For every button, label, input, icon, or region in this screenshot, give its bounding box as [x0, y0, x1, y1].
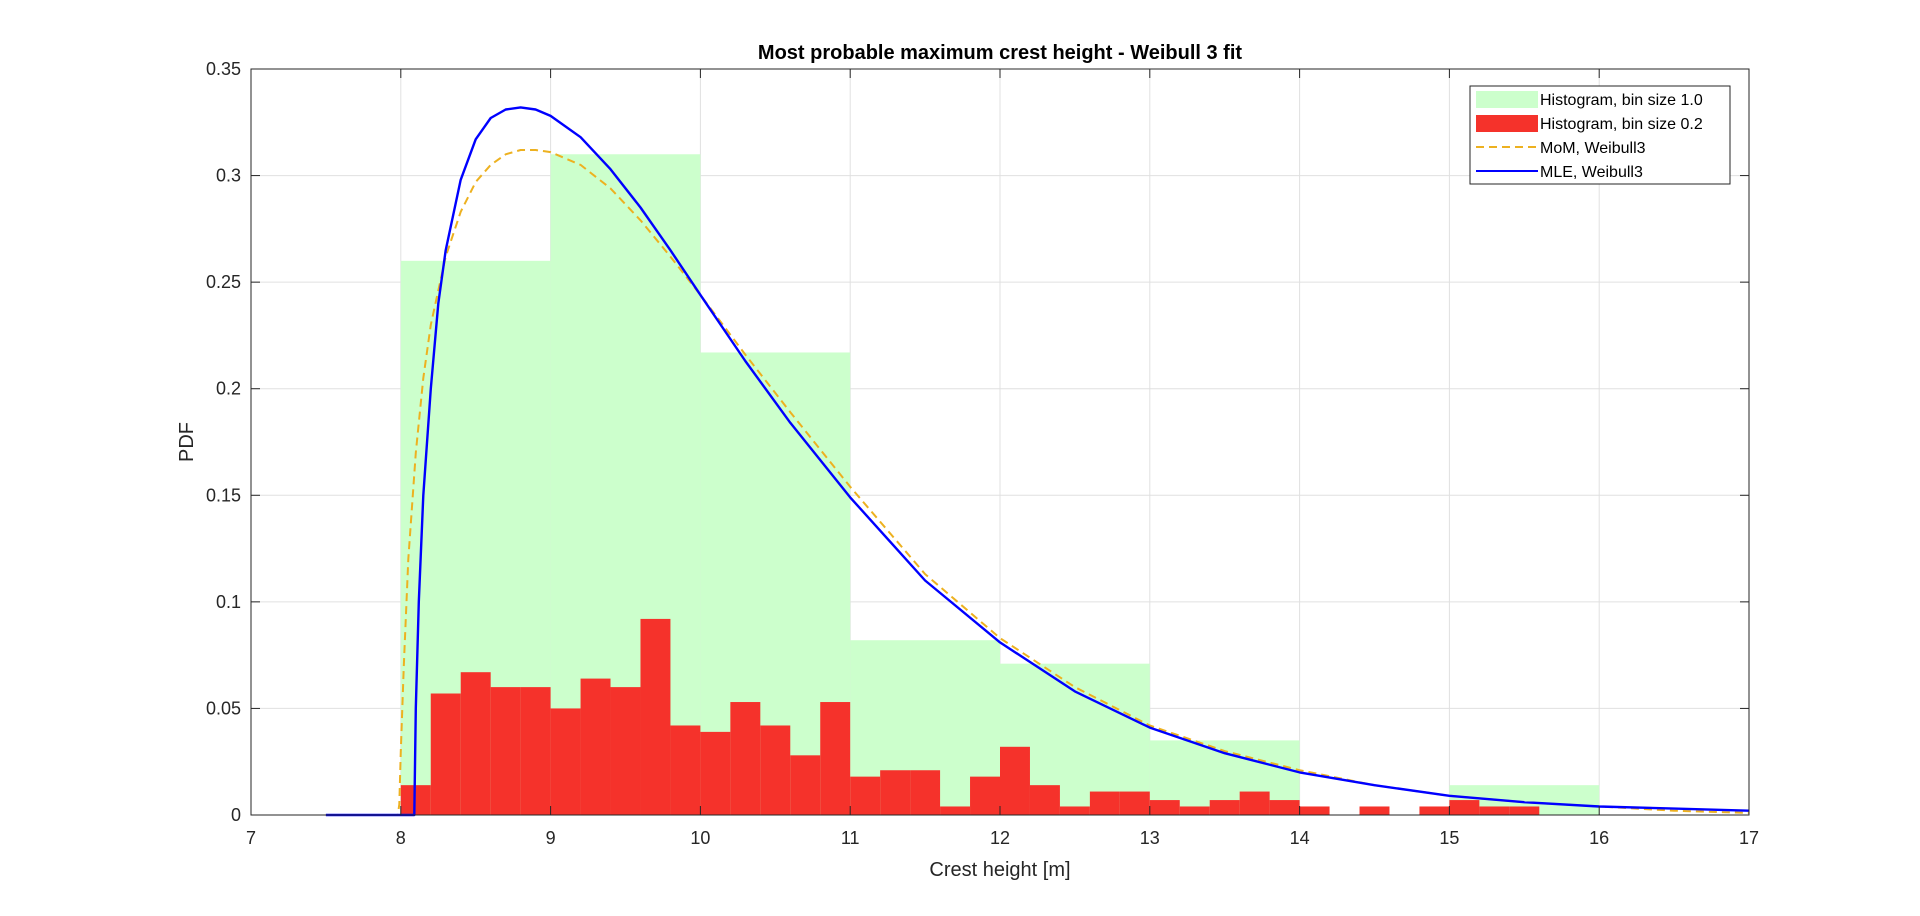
hist2-bar [670, 725, 701, 815]
y-axis-label: PDF [176, 422, 198, 462]
legend-label: MLE, Weibull3 [1540, 164, 1643, 181]
y-tick-label: 0 [231, 805, 241, 825]
legend: Histogram, bin size 1.0 Histogram, bin si… [1469, 85, 1731, 185]
y-tick-label: 0.3 [216, 166, 241, 186]
y-tick-label: 0.15 [206, 485, 241, 505]
hist2-bar [1059, 806, 1090, 815]
y-tick-label: 0.35 [206, 59, 241, 79]
mom-weibull3-line [325, 149, 1750, 816]
x-tick-label: 9 [546, 828, 556, 848]
x-tick-label: 8 [396, 828, 406, 848]
hist2-bar [550, 708, 581, 815]
hist2-bar [610, 687, 641, 815]
legend-swatch [1476, 91, 1538, 108]
y-tick-label: 0.2 [216, 379, 241, 399]
y-tick-label: 0.1 [216, 592, 241, 612]
mle-weibull3-line [325, 106, 1750, 817]
hist2-bar [880, 770, 911, 815]
hist2-bar [520, 687, 551, 815]
x-tick-label: 15 [1439, 828, 1459, 848]
hist2-bar [970, 776, 1000, 815]
histogram-bin-0-2 [400, 618, 1540, 815]
hist2-bar [1299, 806, 1330, 815]
hist2-bar [1419, 806, 1450, 815]
hist2-bar [940, 806, 971, 815]
hist2-bar [580, 678, 611, 815]
chart-title: Most probable maximum crest height - Wei… [758, 42, 1242, 64]
hist2-bar [1029, 785, 1060, 815]
legend-label: Histogram, bin size 0.2 [1540, 116, 1703, 133]
hist2-bar [1449, 800, 1480, 815]
hist2-bar [1119, 791, 1150, 815]
hist2-bar [850, 776, 881, 815]
y-tick-label: 0.05 [206, 698, 241, 718]
hist2-bar [1209, 800, 1240, 815]
hist2-bar [1239, 791, 1270, 815]
x-tick-label: 17 [1739, 828, 1759, 848]
hist2-bar [1179, 806, 1210, 815]
hist2-bar [790, 755, 821, 815]
fit-curves [325, 106, 1750, 817]
hist2-bar [730, 702, 761, 815]
hist2-bar [640, 618, 671, 815]
y-tick-label: 0.25 [206, 272, 241, 292]
legend-label: MoM, Weibull3 [1540, 140, 1646, 157]
hist2-bar [760, 725, 791, 815]
x-axis-label: Crest height [m] [929, 859, 1070, 881]
tick-labels: 7 8 9 10 11 12 13 14 15 16 17 0 0.05 0.1 0.15 0.2 0.25 0.… [206, 59, 1759, 848]
x-tick-label: 7 [246, 828, 256, 848]
hist2-bar [1149, 800, 1180, 815]
hist2-bar [910, 770, 941, 815]
hist2-bar [460, 672, 491, 815]
x-tick-label: 10 [690, 828, 710, 848]
hist2-bar [1479, 806, 1510, 815]
hist2-bar [1269, 800, 1300, 815]
x-tick-label: 16 [1589, 828, 1609, 848]
x-tick-label: 12 [990, 828, 1010, 848]
hist2-bar [1509, 806, 1540, 815]
legend-label: Histogram, bin size 1.0 [1540, 92, 1703, 109]
hist2-bar [1359, 806, 1390, 815]
x-tick-label: 11 [841, 828, 860, 848]
hist2-bar [1089, 791, 1120, 815]
hist2-bar [820, 702, 851, 815]
x-tick-label: 13 [1140, 828, 1160, 848]
hist2-bar [1000, 746, 1030, 815]
legend-swatch [1476, 115, 1538, 132]
x-tick-label: 14 [1290, 828, 1310, 848]
axes [250, 68, 1750, 816]
hist2-bar [700, 731, 731, 815]
hist2-bar [490, 687, 521, 815]
hist2-bar [430, 693, 461, 815]
